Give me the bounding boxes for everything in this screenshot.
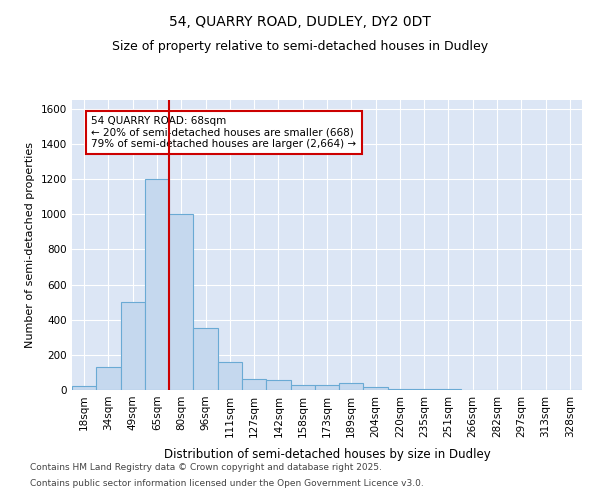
Text: 54, QUARRY ROAD, DUDLEY, DY2 0DT: 54, QUARRY ROAD, DUDLEY, DY2 0DT [169,15,431,29]
Bar [339,383,364,390]
Bar [412,389,436,390]
Bar [242,380,266,390]
Bar [388,388,412,390]
Y-axis label: Number of semi-detached properties: Number of semi-detached properties [25,142,35,348]
Bar [266,380,290,390]
Text: Contains HM Land Registry data © Crown copyright and database right 2025.: Contains HM Land Registry data © Crown c… [30,464,382,472]
Text: 54 QUARRY ROAD: 68sqm
← 20% of semi-detached houses are smaller (668)
79% of sem: 54 QUARRY ROAD: 68sqm ← 20% of semi-deta… [91,116,356,149]
Bar [193,328,218,390]
Bar [72,386,96,390]
Bar [290,384,315,390]
Text: Size of property relative to semi-detached houses in Dudley: Size of property relative to semi-detach… [112,40,488,53]
Bar [96,367,121,390]
Bar [315,384,339,390]
Bar [364,388,388,390]
Bar [121,302,145,390]
Bar [145,179,169,390]
Bar [218,362,242,390]
Bar [169,214,193,390]
Text: Contains public sector information licensed under the Open Government Licence v3: Contains public sector information licen… [30,478,424,488]
X-axis label: Distribution of semi-detached houses by size in Dudley: Distribution of semi-detached houses by … [164,448,490,461]
